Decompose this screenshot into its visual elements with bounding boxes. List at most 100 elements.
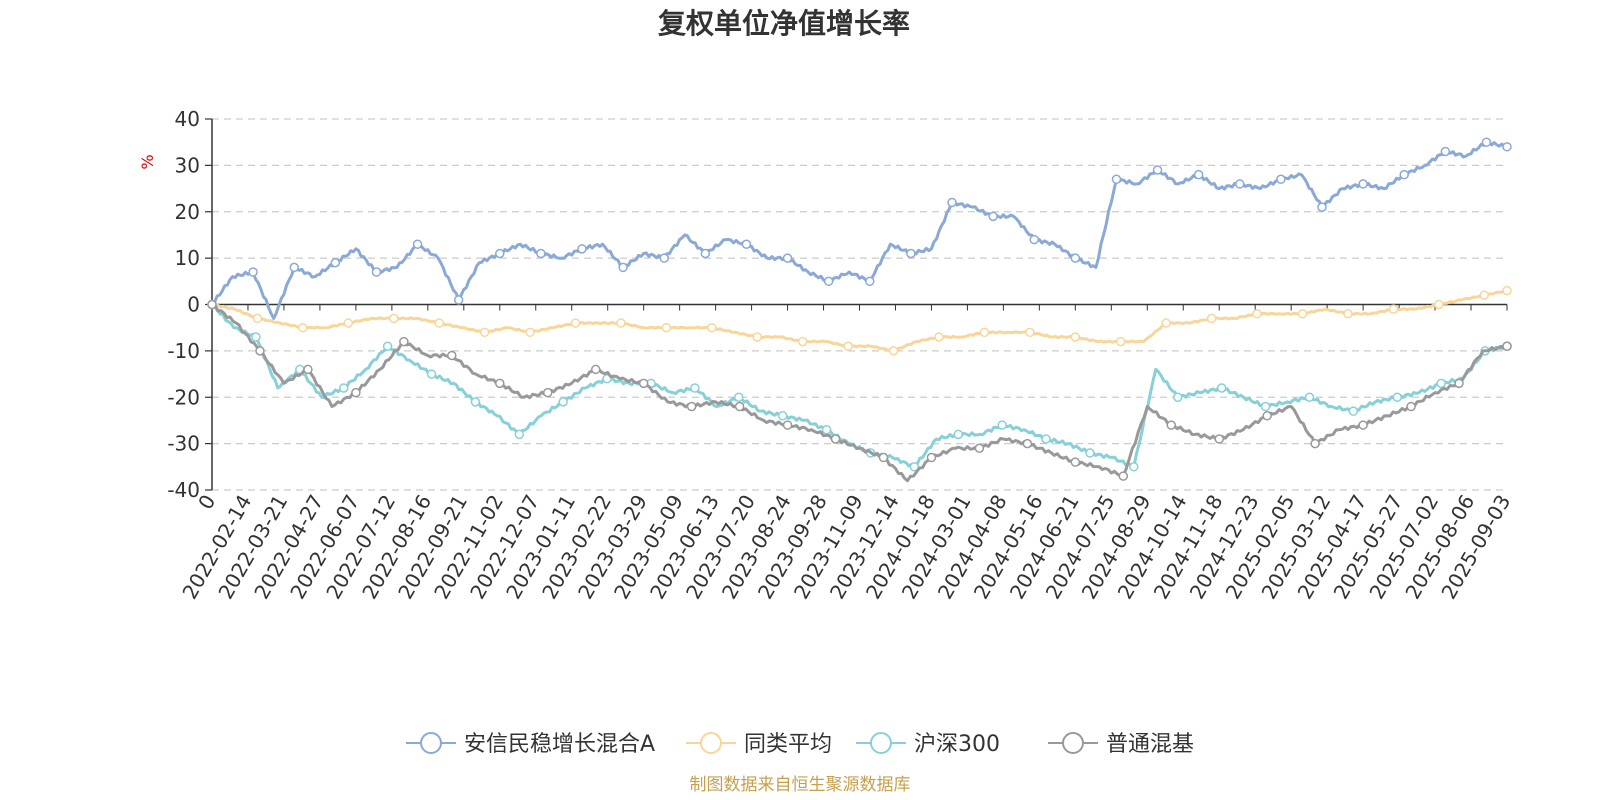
data-point	[1070, 332, 1081, 342]
y-tick-label: -30	[167, 432, 200, 456]
data-point	[1481, 137, 1492, 147]
data-point	[453, 295, 464, 305]
data-point	[1358, 420, 1368, 430]
data-point	[997, 420, 1007, 430]
data-point	[426, 369, 437, 379]
data-point	[371, 267, 382, 277]
data-point	[1129, 462, 1139, 472]
data-point	[979, 327, 990, 338]
data-point	[823, 276, 834, 287]
data-point	[1399, 169, 1409, 180]
data-point	[382, 341, 393, 351]
y-axis-ticks: 40 30 20 10 0 -10 -20 -30 -40	[167, 107, 212, 502]
data-point	[934, 332, 944, 342]
data-point	[1111, 174, 1122, 185]
y-tick-label: 10	[175, 246, 200, 270]
data-point	[797, 336, 808, 347]
legend-marker-icon	[870, 732, 892, 754]
legend-label: 沪深300	[914, 732, 1000, 757]
data-point	[1260, 401, 1271, 412]
data-point	[782, 253, 793, 263]
legend-item[interactable]: 同类平均	[686, 732, 832, 757]
legend-marker-icon	[700, 732, 722, 754]
y-tick-label: -20	[167, 385, 200, 409]
data-point	[1029, 234, 1039, 245]
data-point	[1297, 309, 1308, 319]
data-point	[1392, 392, 1403, 402]
data-point	[1252, 309, 1262, 319]
data-point	[1161, 318, 1171, 328]
data-point	[618, 262, 628, 273]
legend-marker-icon	[1062, 732, 1084, 754]
y-tick-label: -10	[167, 339, 200, 363]
data-point	[255, 346, 265, 356]
data-point	[1070, 457, 1081, 467]
data-point	[570, 318, 581, 328]
data-point	[351, 387, 361, 398]
data-point	[1454, 378, 1464, 389]
data-point	[926, 452, 937, 463]
data-point	[1235, 179, 1245, 189]
data-point	[686, 401, 697, 412]
data-point	[1116, 336, 1126, 347]
data-point	[909, 462, 920, 472]
data-point	[865, 276, 875, 287]
legend-item[interactable]: 沪深300	[856, 732, 1000, 757]
data-point	[1304, 392, 1315, 402]
data-point	[447, 350, 457, 361]
chart-title: 复权单位净值增长率	[658, 7, 910, 40]
data-point	[399, 336, 409, 347]
data-point	[734, 401, 745, 412]
data-point	[1041, 434, 1051, 444]
data-point	[1310, 438, 1320, 449]
data-point	[1276, 174, 1286, 185]
data-point	[661, 322, 672, 333]
data-point	[1070, 253, 1081, 263]
data-point	[343, 318, 354, 328]
data-point	[752, 332, 763, 342]
x-tick-label: 0	[193, 491, 220, 514]
data-point	[298, 322, 308, 333]
y-tick-label: 20	[175, 200, 200, 224]
legend-label: 安信民稳增长混合A	[464, 732, 655, 757]
data-point	[252, 313, 263, 324]
series-lines	[207, 137, 1512, 483]
legend-item[interactable]: 安信民稳增长混合A	[406, 732, 655, 757]
data-point	[470, 397, 481, 407]
data-point	[1085, 448, 1095, 458]
legend-label: 普通混基	[1106, 732, 1194, 757]
legend-item[interactable]: 普通混基	[1048, 732, 1194, 757]
data-point	[1348, 406, 1359, 416]
data-point	[988, 211, 998, 222]
data-point	[616, 318, 626, 328]
legend-label: 同类平均	[744, 732, 832, 757]
legend-marker-icon	[420, 732, 442, 754]
data-point	[289, 262, 299, 273]
data-point	[330, 258, 341, 268]
y-tick-label: 0	[187, 293, 200, 317]
data-point	[495, 378, 505, 389]
series-line	[211, 289, 1507, 353]
data-point	[734, 392, 744, 402]
data-point	[741, 239, 752, 249]
data-point	[542, 387, 553, 398]
data-point	[1152, 165, 1163, 175]
data-point	[495, 248, 505, 259]
data-point	[1479, 290, 1490, 300]
data-point	[1173, 392, 1183, 402]
data-point	[1502, 142, 1512, 152]
data-point	[1317, 202, 1327, 212]
data-point	[590, 364, 601, 375]
series-line	[211, 303, 1508, 483]
data-point	[1025, 327, 1035, 338]
data-point	[1216, 383, 1227, 393]
data-point	[690, 383, 700, 393]
data-point	[1262, 411, 1272, 421]
data-point	[707, 322, 717, 333]
data-point	[1166, 420, 1177, 430]
y-tick-label: -40	[167, 478, 200, 502]
data-point	[659, 253, 669, 263]
data-point	[843, 341, 853, 351]
data-point	[1206, 313, 1217, 324]
